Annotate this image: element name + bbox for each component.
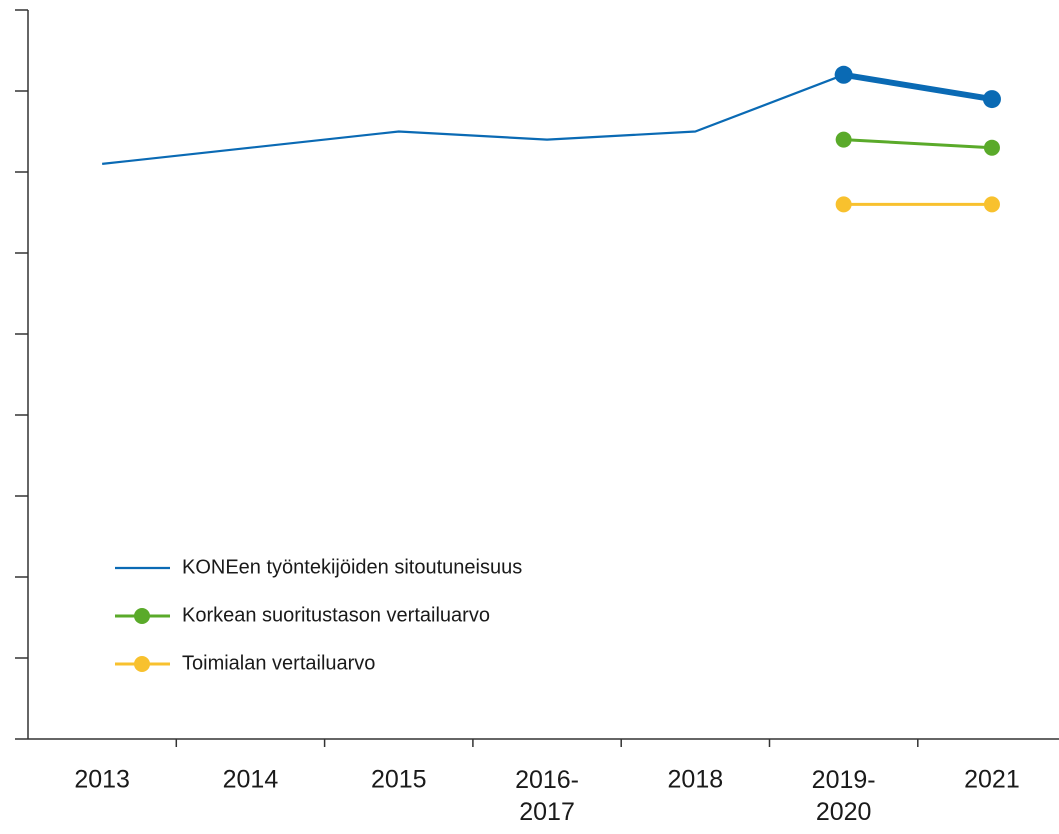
point xyxy=(834,65,853,84)
x-tick-label: 2018 xyxy=(668,766,724,794)
point xyxy=(835,131,852,148)
line xyxy=(843,138,993,150)
x-tick-label-line: 2017 xyxy=(519,798,575,826)
point xyxy=(835,196,852,213)
x-tick-label-line: 2019- xyxy=(812,766,876,794)
x-tick-label: 2014 xyxy=(223,766,279,794)
line xyxy=(102,73,993,165)
x-tick-label: 2013 xyxy=(74,766,130,794)
legend-marker xyxy=(134,608,150,624)
legend-label: Toimialan vertailuarvo xyxy=(182,652,375,674)
x-tick-label: 2021 xyxy=(964,766,1020,794)
x-tick-label-line: 2020 xyxy=(816,798,872,826)
x-tick-label: 2016- 2017 xyxy=(515,766,579,826)
x-tick-label: 2019- 2020 xyxy=(812,766,876,826)
legend-label: KONEen työntekijöiden sitoutuneisuus xyxy=(182,556,522,578)
legend-label: Korkean suoritustason vertailuarvo xyxy=(182,604,490,626)
line-highlight xyxy=(843,71,993,103)
x-tick-label-line: 2016- xyxy=(515,766,579,794)
x-tick-label: 2015 xyxy=(371,766,427,794)
legend-marker xyxy=(134,656,150,672)
point xyxy=(982,90,1001,109)
point xyxy=(983,139,1000,156)
point xyxy=(983,196,1000,213)
